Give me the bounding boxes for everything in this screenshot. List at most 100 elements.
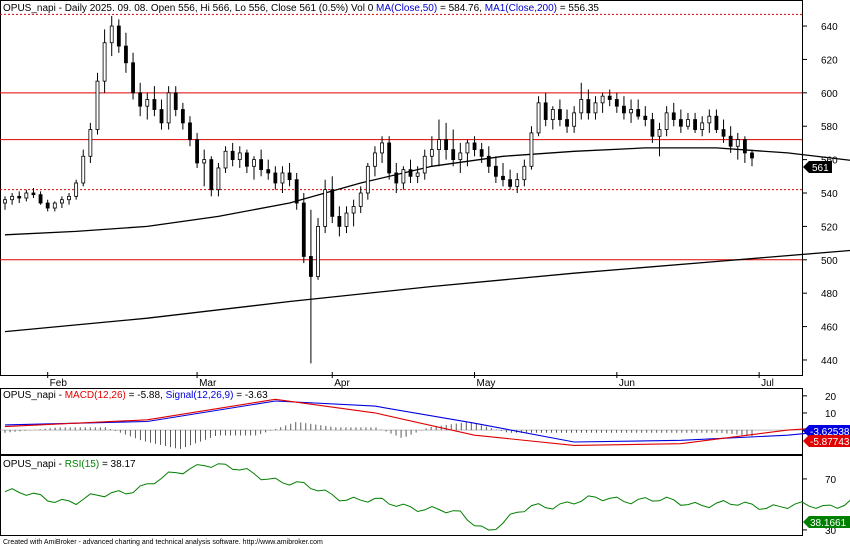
candle-body-up	[358, 192, 363, 207]
candle-body-up	[429, 149, 434, 157]
candle	[294, 172, 299, 210]
macd-tag: -5.87743	[803, 435, 850, 448]
candle	[10, 193, 15, 205]
candle-body-up	[252, 159, 256, 167]
candle-body-up	[10, 195, 15, 201]
candle	[273, 166, 278, 190]
candle-body-up	[380, 142, 384, 154]
header-ma200-value: = 556.35	[560, 3, 600, 14]
month-axis: FebMarAprMayJunJulAugSep	[47, 372, 774, 389]
macd-tick-label: 20	[825, 392, 837, 403]
candle	[337, 206, 342, 237]
candle	[166, 86, 171, 130]
candle	[252, 156, 256, 180]
candle-body-down	[138, 92, 143, 107]
rsi-header-value: = 38.17	[102, 459, 136, 470]
candle-body-up	[216, 167, 221, 191]
candle	[81, 149, 86, 187]
candle	[202, 149, 207, 187]
candle	[109, 16, 114, 57]
candle	[543, 92, 548, 127]
candle	[351, 199, 356, 227]
candle	[180, 102, 185, 130]
candle-body-down	[159, 109, 164, 124]
candle-body-down	[38, 194, 43, 204]
candle	[707, 109, 712, 133]
candle-body-up	[60, 199, 64, 204]
candle-body-up	[401, 169, 406, 184]
candle	[622, 96, 626, 120]
rsi-line-path	[4, 463, 850, 531]
candle	[280, 166, 285, 194]
candle	[515, 172, 520, 194]
candle	[657, 122, 662, 157]
candle	[223, 146, 228, 173]
signal-tag-text: -3.62538	[810, 427, 850, 438]
price-tag-text: 561	[812, 163, 829, 174]
candle-body-down	[330, 189, 335, 217]
candle-body-down	[17, 195, 22, 199]
candle	[678, 109, 683, 133]
price-tick-label: 500	[821, 256, 838, 267]
candle-body-down	[622, 105, 626, 114]
candle	[259, 149, 264, 177]
candle	[579, 82, 584, 120]
candle	[102, 29, 107, 93]
candle-body-up	[3, 199, 7, 204]
candle	[52, 201, 57, 212]
candle	[501, 162, 505, 187]
candle-body-down	[643, 115, 648, 120]
rsi-tag-text: 38.1661	[810, 518, 847, 529]
rsi-axis: 30 70	[803, 475, 837, 537]
candle	[458, 142, 463, 173]
price-tick-label: 580	[821, 122, 838, 133]
candle	[316, 218, 320, 280]
candle	[244, 149, 249, 173]
candle	[493, 156, 498, 183]
footer-credit: Created with AmiBroker - advanced charti…	[3, 539, 323, 546]
candle	[38, 191, 43, 205]
candle-body-down	[394, 172, 399, 184]
candle	[636, 99, 641, 120]
candle-body-up	[735, 139, 740, 147]
candle-body-up	[81, 155, 86, 184]
candle	[486, 146, 491, 173]
signal-tag: -3.62538	[803, 425, 850, 438]
candle	[230, 142, 235, 167]
candle-body-up	[95, 80, 100, 130]
candle	[394, 162, 399, 194]
month-label: Jun	[619, 378, 635, 389]
candle-body-down	[259, 159, 264, 171]
panel-frames	[0, 0, 803, 536]
candle	[74, 179, 79, 200]
candle-body-up	[237, 152, 242, 161]
candle	[408, 159, 413, 183]
candle-body-up	[536, 102, 541, 134]
candle-body-up	[323, 189, 328, 227]
header-ohlc: Open 556, Hi 566, Lo 556, Close 561 (0.5…	[151, 3, 374, 14]
candle-body-down	[195, 139, 199, 164]
price-tick-label: 640	[821, 22, 838, 33]
candle	[735, 132, 740, 160]
price-tick-label: 540	[821, 189, 838, 200]
header-ma50-label: MA(Close,50)	[376, 3, 437, 14]
candle	[373, 146, 377, 177]
header-ma200-label: MA1(Close,200)	[485, 3, 557, 14]
candle-body-up	[707, 115, 712, 124]
macd-header-symbol: OPUS_napi -	[3, 390, 62, 401]
candle	[3, 196, 7, 210]
candle-body-up	[550, 109, 555, 120]
candle-body-up	[202, 159, 207, 164]
candle-body-down	[558, 109, 562, 120]
candle	[465, 139, 470, 167]
candle-body-down	[31, 192, 36, 196]
candle-body-down	[714, 115, 719, 130]
rsi-tick-label: 30	[825, 526, 837, 537]
candle-body-down	[387, 142, 392, 174]
candle-body-up	[529, 132, 534, 167]
candle	[600, 92, 605, 113]
candle	[629, 99, 633, 123]
candle-body-down	[650, 119, 655, 137]
candle	[643, 106, 648, 127]
candle	[472, 136, 477, 157]
